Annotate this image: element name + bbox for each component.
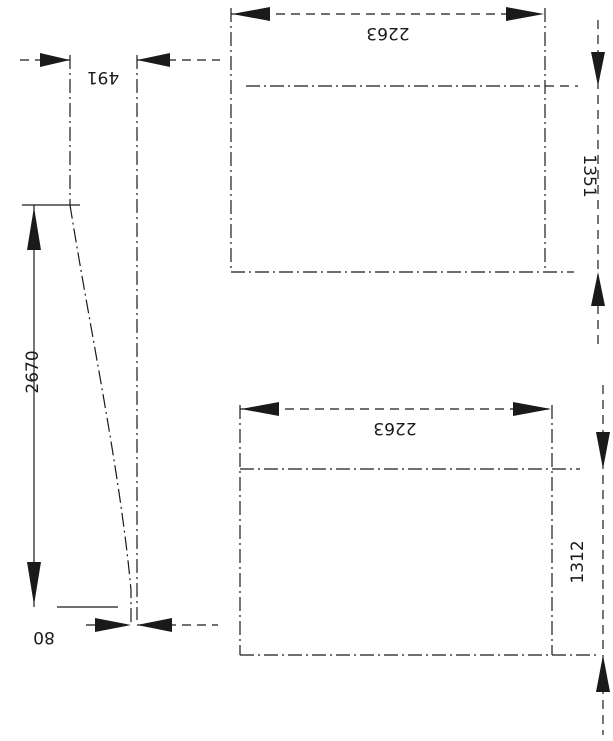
upper-panel: 2263 1351 bbox=[230, 7, 605, 345]
dimension-label-upper-width: 2263 bbox=[366, 23, 409, 43]
dimension-upper-height: 1351 bbox=[579, 20, 605, 345]
dimension-label-lower-width: 2263 bbox=[373, 418, 416, 438]
dimension-top-width: 491 bbox=[20, 53, 220, 87]
dimension-lower-width: 2263 bbox=[240, 402, 552, 438]
dimension-label-upper-height: 1351 bbox=[579, 154, 599, 197]
dimension-bottom-width: 80 bbox=[33, 618, 218, 647]
dimension-label-top-width: 491 bbox=[87, 67, 119, 87]
bevel-piece: 491 2670 80 bbox=[20, 53, 220, 647]
dimension-lower-height: 1312 bbox=[568, 385, 610, 735]
dimension-height: 2670 bbox=[23, 205, 43, 607]
dimension-label-lower-height: 1312 bbox=[568, 540, 588, 583]
dimension-label-bottom-width: 80 bbox=[33, 627, 55, 647]
bevel-slanted-edge bbox=[69, 204, 132, 626]
dimension-label-height: 2670 bbox=[23, 350, 43, 393]
dimension-upper-width: 2263 bbox=[231, 7, 545, 43]
lower-panel: 2263 1312 bbox=[239, 385, 610, 735]
